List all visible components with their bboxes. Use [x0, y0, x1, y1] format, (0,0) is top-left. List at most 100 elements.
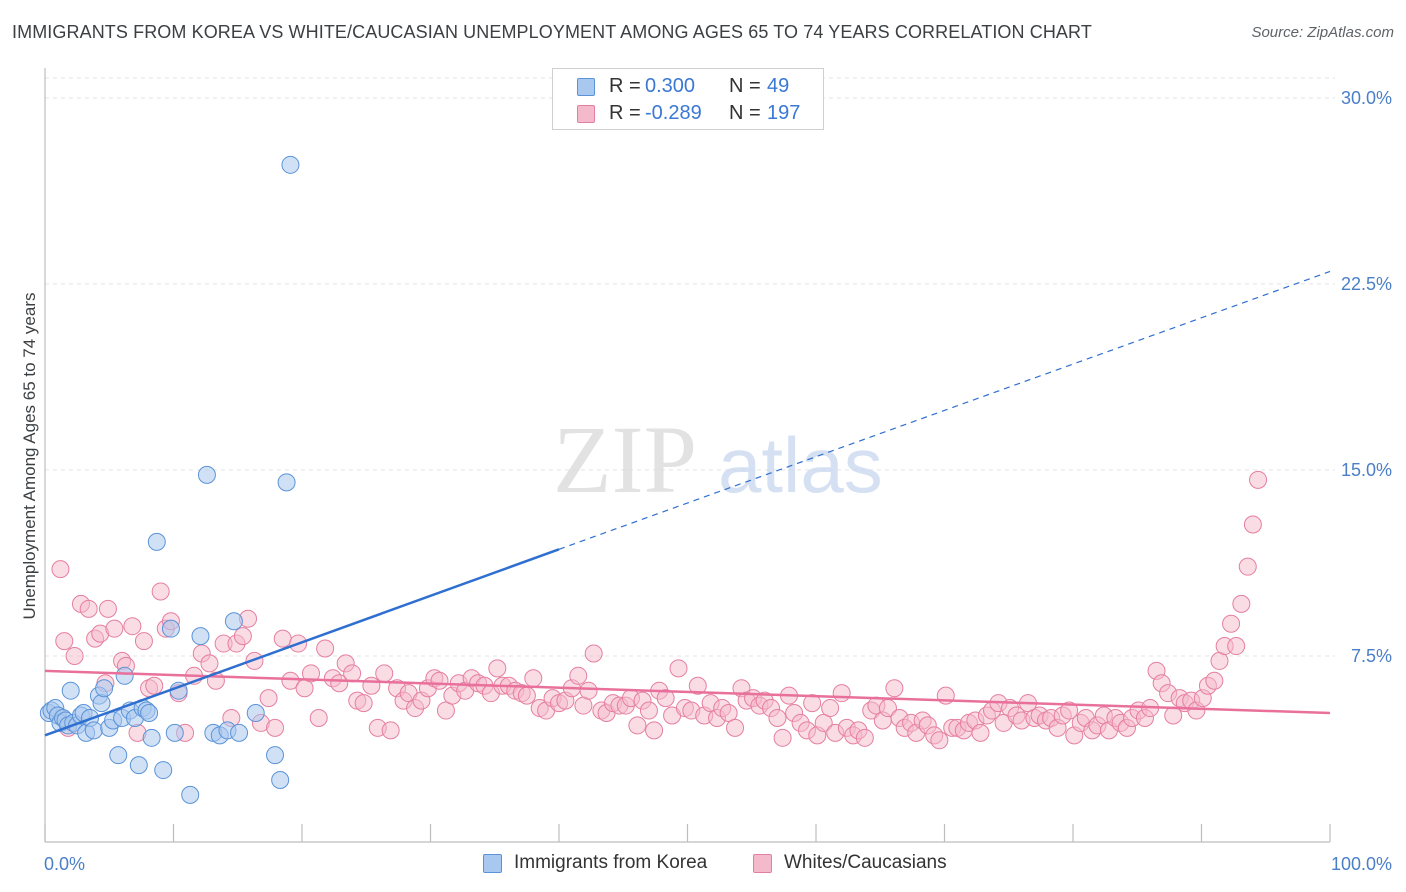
legend-n-value: 197 [767, 102, 801, 124]
whites-point [430, 671, 449, 690]
whites-point [200, 654, 219, 673]
korea-point [191, 627, 210, 646]
whites-point [726, 718, 745, 737]
whites-point [233, 627, 252, 646]
korea-trend-extension [558, 270, 1331, 550]
legend-row-whites: R = -0.289 N = 197 [553, 102, 823, 128]
bottom-legend-swatch-korea [483, 854, 502, 873]
whites-point [855, 728, 874, 747]
korea-point [181, 785, 200, 804]
bottom-legend: Immigrants from Korea Whites/Caucasians [0, 852, 1406, 878]
whites-point [381, 721, 400, 740]
whites-point [309, 708, 328, 727]
korea-point [140, 704, 159, 723]
korea-point [129, 756, 148, 775]
whites-point [1249, 470, 1268, 489]
whites-point [885, 679, 904, 698]
chart-source: Source: ZipAtlas.com [1251, 24, 1394, 41]
legend-n-value: 49 [767, 75, 790, 97]
whites-point [669, 659, 688, 678]
korea-point [165, 723, 184, 742]
legend-row-korea: R = 0.300 N = 49 [553, 75, 823, 101]
whites-point [832, 684, 851, 703]
whites-point [1205, 671, 1224, 690]
whites-point [768, 708, 787, 727]
bottom-legend-label-korea: Immigrants from Korea [514, 852, 708, 873]
whites-point [51, 560, 70, 579]
korea-point [277, 473, 296, 492]
whites-point [579, 681, 598, 700]
tick-layer: 7.5% 15.0% 22.5% 30.0% 0.0% 100.0% [44, 88, 1392, 874]
whites-point [145, 676, 164, 695]
whites-point [930, 731, 949, 750]
whites-point [281, 671, 300, 690]
svg-text:atlas: atlas [718, 421, 883, 509]
whites-point [656, 689, 675, 708]
korea-point [142, 728, 161, 747]
whites-point [524, 669, 543, 688]
watermark: ZIP atlas [553, 406, 883, 513]
whites-point [814, 713, 833, 732]
whites-point [436, 701, 455, 720]
korea-point [95, 679, 114, 698]
x-tick-label: 0.0% [44, 854, 85, 874]
korea-point [109, 746, 128, 765]
korea-point [61, 681, 80, 700]
whites-point [134, 632, 153, 651]
korea-point [224, 612, 243, 631]
whites-point [821, 699, 840, 718]
series-whites-points [51, 470, 1268, 750]
whites-point [1232, 594, 1251, 613]
korea-point [266, 746, 285, 765]
whites-point [123, 617, 142, 636]
whites-point [151, 582, 170, 601]
whites-point [488, 659, 507, 678]
whites-trend-line [44, 669, 1331, 715]
korea-point [281, 155, 300, 174]
whites-point [971, 723, 990, 742]
legend-box: R = 0.300 N = 49 R = -0.289 N = 197 [552, 68, 824, 130]
whites-point [569, 666, 588, 685]
korea-point [271, 770, 290, 789]
whites-point [803, 694, 822, 713]
y-tick-label: 22.5% [1341, 274, 1392, 294]
whites-point [266, 718, 285, 737]
whites-point [645, 721, 664, 740]
series-korea-points [39, 155, 300, 804]
legend-n-label: N = [729, 102, 761, 124]
whites-point [1238, 557, 1257, 576]
legend-r-value: -0.289 [645, 102, 702, 124]
whites-point [1243, 515, 1262, 534]
whites-point [1222, 614, 1241, 633]
korea-point [161, 619, 180, 638]
korea-point [115, 666, 134, 685]
whites-point [584, 644, 603, 663]
y-tick-label: 30.0% [1341, 88, 1392, 108]
whites-point [639, 701, 658, 720]
whites-point [301, 664, 320, 683]
bottom-legend-swatch-whites [753, 854, 772, 873]
y-axis-label: Unemployment Among Ages 65 to 74 years [20, 293, 39, 620]
whites-point [688, 676, 707, 695]
korea-point [154, 761, 173, 780]
whites-point [517, 686, 536, 705]
legend-r-value: 0.300 [645, 75, 696, 97]
whites-point [1060, 701, 1079, 720]
korea-point [84, 721, 103, 740]
korea-point [197, 465, 216, 484]
korea-point [92, 694, 111, 713]
y-tick-label: 15.0% [1341, 460, 1392, 480]
korea-point [230, 723, 249, 742]
whites-point [1227, 637, 1246, 656]
whites-point [65, 646, 84, 665]
grid-layer [45, 77, 1335, 657]
svg-text:ZIP: ZIP [553, 406, 697, 513]
whites-point [98, 599, 117, 618]
legend-n-label: N = [729, 75, 761, 97]
korea-point [147, 532, 166, 551]
korea-point [246, 704, 265, 723]
whites-point [354, 694, 373, 713]
korea-trend-line [44, 548, 560, 737]
x-tick-label: 100.0% [1331, 854, 1392, 874]
